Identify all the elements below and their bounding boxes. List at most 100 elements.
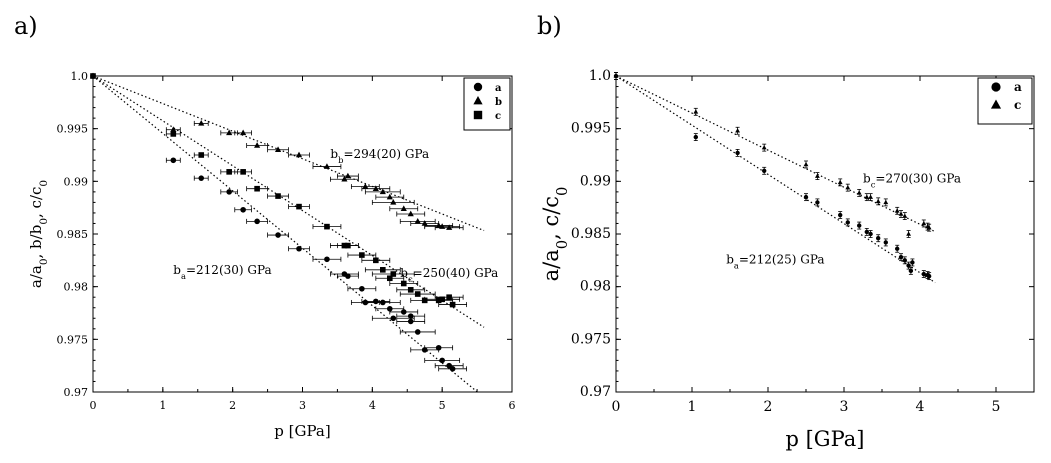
data-point-c xyxy=(875,198,881,204)
legend-label-a: a xyxy=(1014,80,1022,94)
data-point-c xyxy=(868,194,874,199)
series-c xyxy=(90,73,468,308)
data-point-c xyxy=(254,185,260,192)
data-point-a xyxy=(815,200,820,205)
legend-label-c: c xyxy=(495,111,501,122)
data-point-c xyxy=(240,169,246,175)
series-a xyxy=(613,72,932,281)
data-point-c xyxy=(845,185,851,190)
x-axis-label: p [GPa] xyxy=(274,422,330,440)
data-point-a xyxy=(373,298,379,305)
data-point-c xyxy=(359,252,365,258)
data-point-c xyxy=(170,131,177,137)
data-point-a xyxy=(296,245,302,252)
data-point-a xyxy=(868,231,873,237)
data-point-b xyxy=(407,210,414,217)
x-tick-label: 5 xyxy=(439,399,446,412)
data-point-a xyxy=(803,194,809,200)
data-point-b xyxy=(198,120,205,126)
data-point-b xyxy=(341,175,348,182)
data-point-c xyxy=(894,208,900,213)
plot-frame xyxy=(92,75,513,393)
data-point-a xyxy=(910,260,915,265)
legend-marker-a xyxy=(991,82,1001,92)
legend-marker-c xyxy=(990,99,1002,109)
data-point-a xyxy=(838,212,843,218)
data-point-a xyxy=(693,134,698,140)
data-point-a xyxy=(170,157,177,164)
fit-line-c xyxy=(92,75,485,328)
data-point-b xyxy=(414,218,421,224)
data-point-c xyxy=(449,301,456,308)
data-point-c xyxy=(926,225,932,230)
data-point-a xyxy=(435,344,442,351)
series-a xyxy=(90,73,468,372)
y-tick-label: 1.0 xyxy=(589,68,611,84)
data-point-c xyxy=(439,296,445,303)
data-point-a xyxy=(895,246,900,251)
data-point-c xyxy=(693,109,699,114)
y-tick-label: 0.975 xyxy=(571,331,611,347)
data-point-c xyxy=(373,257,379,264)
y-tick-label: 1.0 xyxy=(71,70,89,83)
data-point-a xyxy=(407,313,414,319)
data-point-c xyxy=(803,161,809,167)
data-point-b xyxy=(274,146,282,152)
data-point-c xyxy=(613,73,619,78)
legend-marker-b xyxy=(473,95,483,105)
legend-marker-c xyxy=(473,110,483,120)
data-point-a xyxy=(857,223,862,228)
data-point-b xyxy=(226,129,233,136)
data-point-b xyxy=(386,193,393,200)
data-point-a xyxy=(902,258,907,263)
data-point-a xyxy=(407,318,414,325)
x-tick-label: 2 xyxy=(229,399,236,412)
y-tick-label: 0.985 xyxy=(57,228,89,241)
data-point-b xyxy=(254,142,261,148)
data-point-c xyxy=(837,179,843,185)
data-point-a xyxy=(735,150,740,156)
data-point-a xyxy=(864,229,869,235)
x-tick-label: 0 xyxy=(90,399,97,412)
data-point-c xyxy=(296,203,302,210)
y-tick-label: 0.975 xyxy=(57,333,89,346)
data-point-a xyxy=(390,315,397,322)
legend-label-a: a xyxy=(495,83,502,94)
y-tick-label: 0.98 xyxy=(580,279,611,295)
data-point-a xyxy=(926,273,932,279)
data-point-a xyxy=(275,232,281,238)
data-point-a xyxy=(906,263,911,268)
data-point-a xyxy=(198,175,205,181)
data-point-a xyxy=(359,285,365,292)
data-point-c xyxy=(735,128,741,133)
y-tick-label: 0.97 xyxy=(580,384,611,400)
fit-line-a xyxy=(615,75,936,284)
x-tick-label: 3 xyxy=(840,399,849,415)
x-tick-label: 1 xyxy=(159,399,166,412)
data-point-c xyxy=(898,211,904,216)
chart-b: 0 1 2 3 4 5 0.97 0.975 0.98 0.985 0.99 0.995 1.0 p [G… xyxy=(539,68,1035,451)
fit-annotation: ba​=212(30) GPa xyxy=(173,263,271,281)
legend: abc xyxy=(463,77,511,131)
data-point-a xyxy=(908,268,914,274)
data-point-b xyxy=(323,163,331,169)
data-point-a xyxy=(762,168,767,173)
data-point-c xyxy=(390,271,397,277)
data-point-c xyxy=(380,267,386,273)
data-point-a xyxy=(439,357,445,364)
legend: ac xyxy=(977,77,1033,125)
data-point-c xyxy=(386,275,393,282)
x-tick-label: 2 xyxy=(764,399,773,415)
plot-frame xyxy=(615,75,1035,393)
data-point-c xyxy=(275,193,281,199)
x-tick-label: 4 xyxy=(916,399,925,415)
data-point-c xyxy=(226,169,232,175)
data-point-a xyxy=(254,218,260,225)
data-point-c xyxy=(345,242,351,249)
data-point-c xyxy=(864,194,870,199)
fit-annotation: bc​=270(30) GPa xyxy=(863,171,961,189)
data-point-a xyxy=(226,189,232,195)
series-b xyxy=(89,72,464,231)
data-point-c xyxy=(400,280,407,287)
